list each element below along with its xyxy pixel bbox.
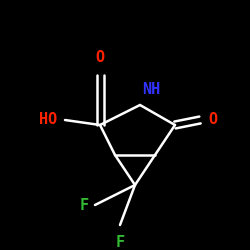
Text: O: O — [208, 112, 217, 128]
Text: HO: HO — [39, 112, 57, 128]
Text: F: F — [80, 198, 89, 212]
Text: NH: NH — [142, 82, 160, 97]
Text: O: O — [96, 50, 104, 65]
Text: F: F — [116, 235, 124, 250]
